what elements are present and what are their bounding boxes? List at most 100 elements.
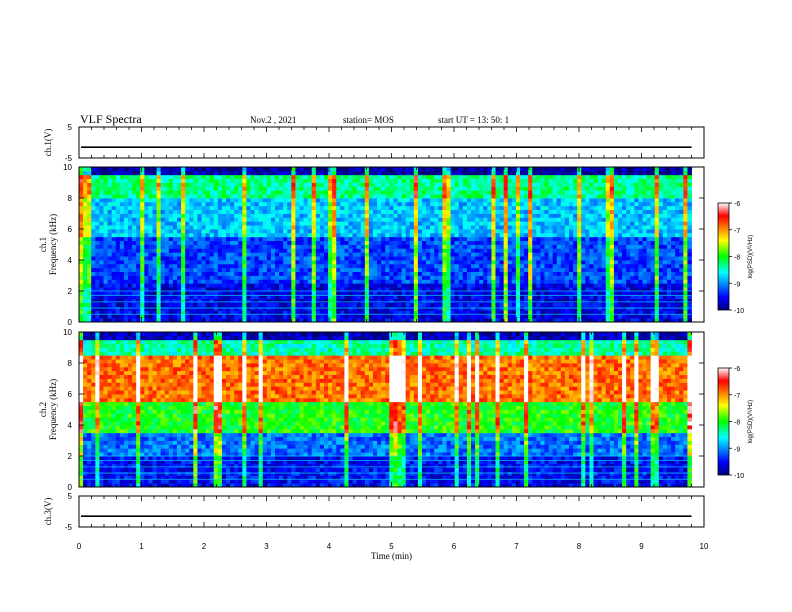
- spectrogram-cell: [577, 310, 582, 315]
- spectrogram-cell: [368, 170, 374, 176]
- spectrogram-cell: [193, 182, 198, 187]
- spectrogram-cell: [422, 209, 427, 214]
- spectrogram-cell: [368, 236, 374, 242]
- spectrogram-cell: [573, 182, 578, 187]
- spectrogram-cell: [401, 209, 407, 214]
- spectrogram-cell: [91, 267, 96, 273]
- spectrogram-cell: [499, 170, 505, 176]
- spectrogram-cell: [311, 174, 317, 180]
- spectrogram-cell: [422, 252, 427, 257]
- spectrogram-cell: [123, 174, 129, 180]
- spectrogram-cell: [556, 318, 562, 323]
- spectrogram-cell: [287, 287, 292, 292]
- spectrogram-cell: [103, 213, 108, 218]
- spectrogram-cell: [95, 229, 100, 234]
- spectrogram-cell: [303, 291, 309, 296]
- spectrogram-cell: [307, 170, 313, 176]
- spectrogram-cell: [103, 302, 108, 307]
- spectrogram-cell: [291, 252, 296, 257]
- spectrogram-cell: [99, 225, 104, 230]
- spectrogram-cell: [458, 201, 464, 207]
- spectrogram-cell: [111, 275, 117, 280]
- spectrogram-cell: [368, 186, 374, 191]
- spectrogram-cell: [569, 209, 574, 214]
- spectrogram-cell: [266, 229, 272, 234]
- spectrogram-cell: [524, 198, 529, 203]
- spectrogram-cell: [221, 256, 227, 261]
- spectrogram-cell: [197, 240, 202, 245]
- spectrogram-cell: [287, 244, 292, 249]
- spectrogram-cell: [364, 310, 370, 315]
- spectrogram-cell: [291, 318, 296, 323]
- spectrogram-cell: [140, 205, 145, 211]
- spectrogram-cell: [246, 167, 251, 172]
- spectrogram-cell: [319, 294, 325, 300]
- spectrogram-cell: [352, 198, 358, 203]
- spectrogram-cell: [311, 221, 317, 226]
- spectrogram-cell: [91, 302, 96, 307]
- spectrogram-cell: [128, 310, 133, 315]
- spectrogram-cell: [226, 287, 231, 292]
- spectrogram-cell: [168, 209, 174, 214]
- spectrogram-cell: [291, 198, 296, 203]
- spectrogram-cell: [246, 205, 251, 211]
- spectrogram-cell: [368, 213, 374, 218]
- spectrogram-cell: [528, 194, 533, 199]
- spectrogram-cell: [160, 213, 166, 218]
- spectrogram-cell: [569, 252, 574, 257]
- spectrogram-cell: [185, 194, 190, 199]
- spectrogram-cell: [434, 267, 439, 273]
- spectrogram-cell: [275, 221, 280, 226]
- spectrogram-cell: [119, 256, 125, 261]
- spectrogram-cell: [221, 310, 227, 315]
- spectrogram-cell: [328, 229, 333, 234]
- spectrogram-cell: [230, 229, 235, 234]
- spectrogram-cell: [111, 221, 117, 226]
- spectrogram-cell: [95, 294, 100, 300]
- spectrogram-cell: [303, 225, 309, 230]
- spectrogram-cell: [426, 252, 431, 257]
- spectrogram-cell: [156, 182, 162, 187]
- spectrogram-cell: [393, 209, 398, 214]
- spectrogram-cell: [295, 263, 300, 269]
- spectrogram-cell: [152, 205, 157, 211]
- spectrogram-cell: [201, 229, 206, 234]
- spectrogram-cell: [189, 263, 194, 269]
- spectrogram-cell: [221, 302, 227, 307]
- spectrogram-cell: [373, 244, 378, 249]
- spectrogram-cell: [172, 225, 178, 230]
- spectrogram-cell: [115, 213, 121, 218]
- spectrogram-cell: [303, 236, 309, 242]
- spectrogram-cell: [287, 260, 292, 265]
- spectrogram-cell: [172, 244, 178, 249]
- spectrogram-cell: [426, 279, 431, 284]
- spectrogram-cell: [189, 248, 194, 253]
- spectrogram-cell: [332, 194, 337, 199]
- spectrogram-cell: [560, 287, 566, 292]
- spectrogram-cell: [87, 178, 92, 183]
- spectrogram-cell: [181, 178, 186, 183]
- spectrogram-cell: [483, 229, 488, 234]
- spectrogram-cell: [168, 287, 174, 292]
- spectrogram-cell: [328, 236, 333, 242]
- spectrogram-cell: [201, 302, 206, 307]
- spectrogram-cell: [238, 236, 243, 242]
- spectrogram-cell: [119, 229, 125, 234]
- spectrogram-cell: [536, 201, 541, 207]
- spectrogram-cell: [446, 263, 451, 269]
- spectrogram-cell: [123, 194, 129, 199]
- spectrogram-cell: [495, 232, 500, 238]
- spectrogram-cell: [356, 205, 362, 211]
- spectrogram-cell: [442, 314, 447, 319]
- spectrogram-cell: [564, 205, 570, 211]
- spectrogram-cell: [103, 190, 108, 195]
- spectrogram-cell: [569, 236, 574, 242]
- spectrogram-cell: [299, 190, 304, 195]
- spectrogram-cell: [238, 213, 243, 218]
- spectrogram-cell: [532, 232, 537, 238]
- spectrogram-cell: [573, 294, 578, 300]
- spectrogram-cell: [491, 174, 496, 180]
- spectrogram-cell: [348, 248, 353, 253]
- spectrogram-cell: [564, 263, 570, 269]
- spectrogram-cell: [258, 279, 264, 284]
